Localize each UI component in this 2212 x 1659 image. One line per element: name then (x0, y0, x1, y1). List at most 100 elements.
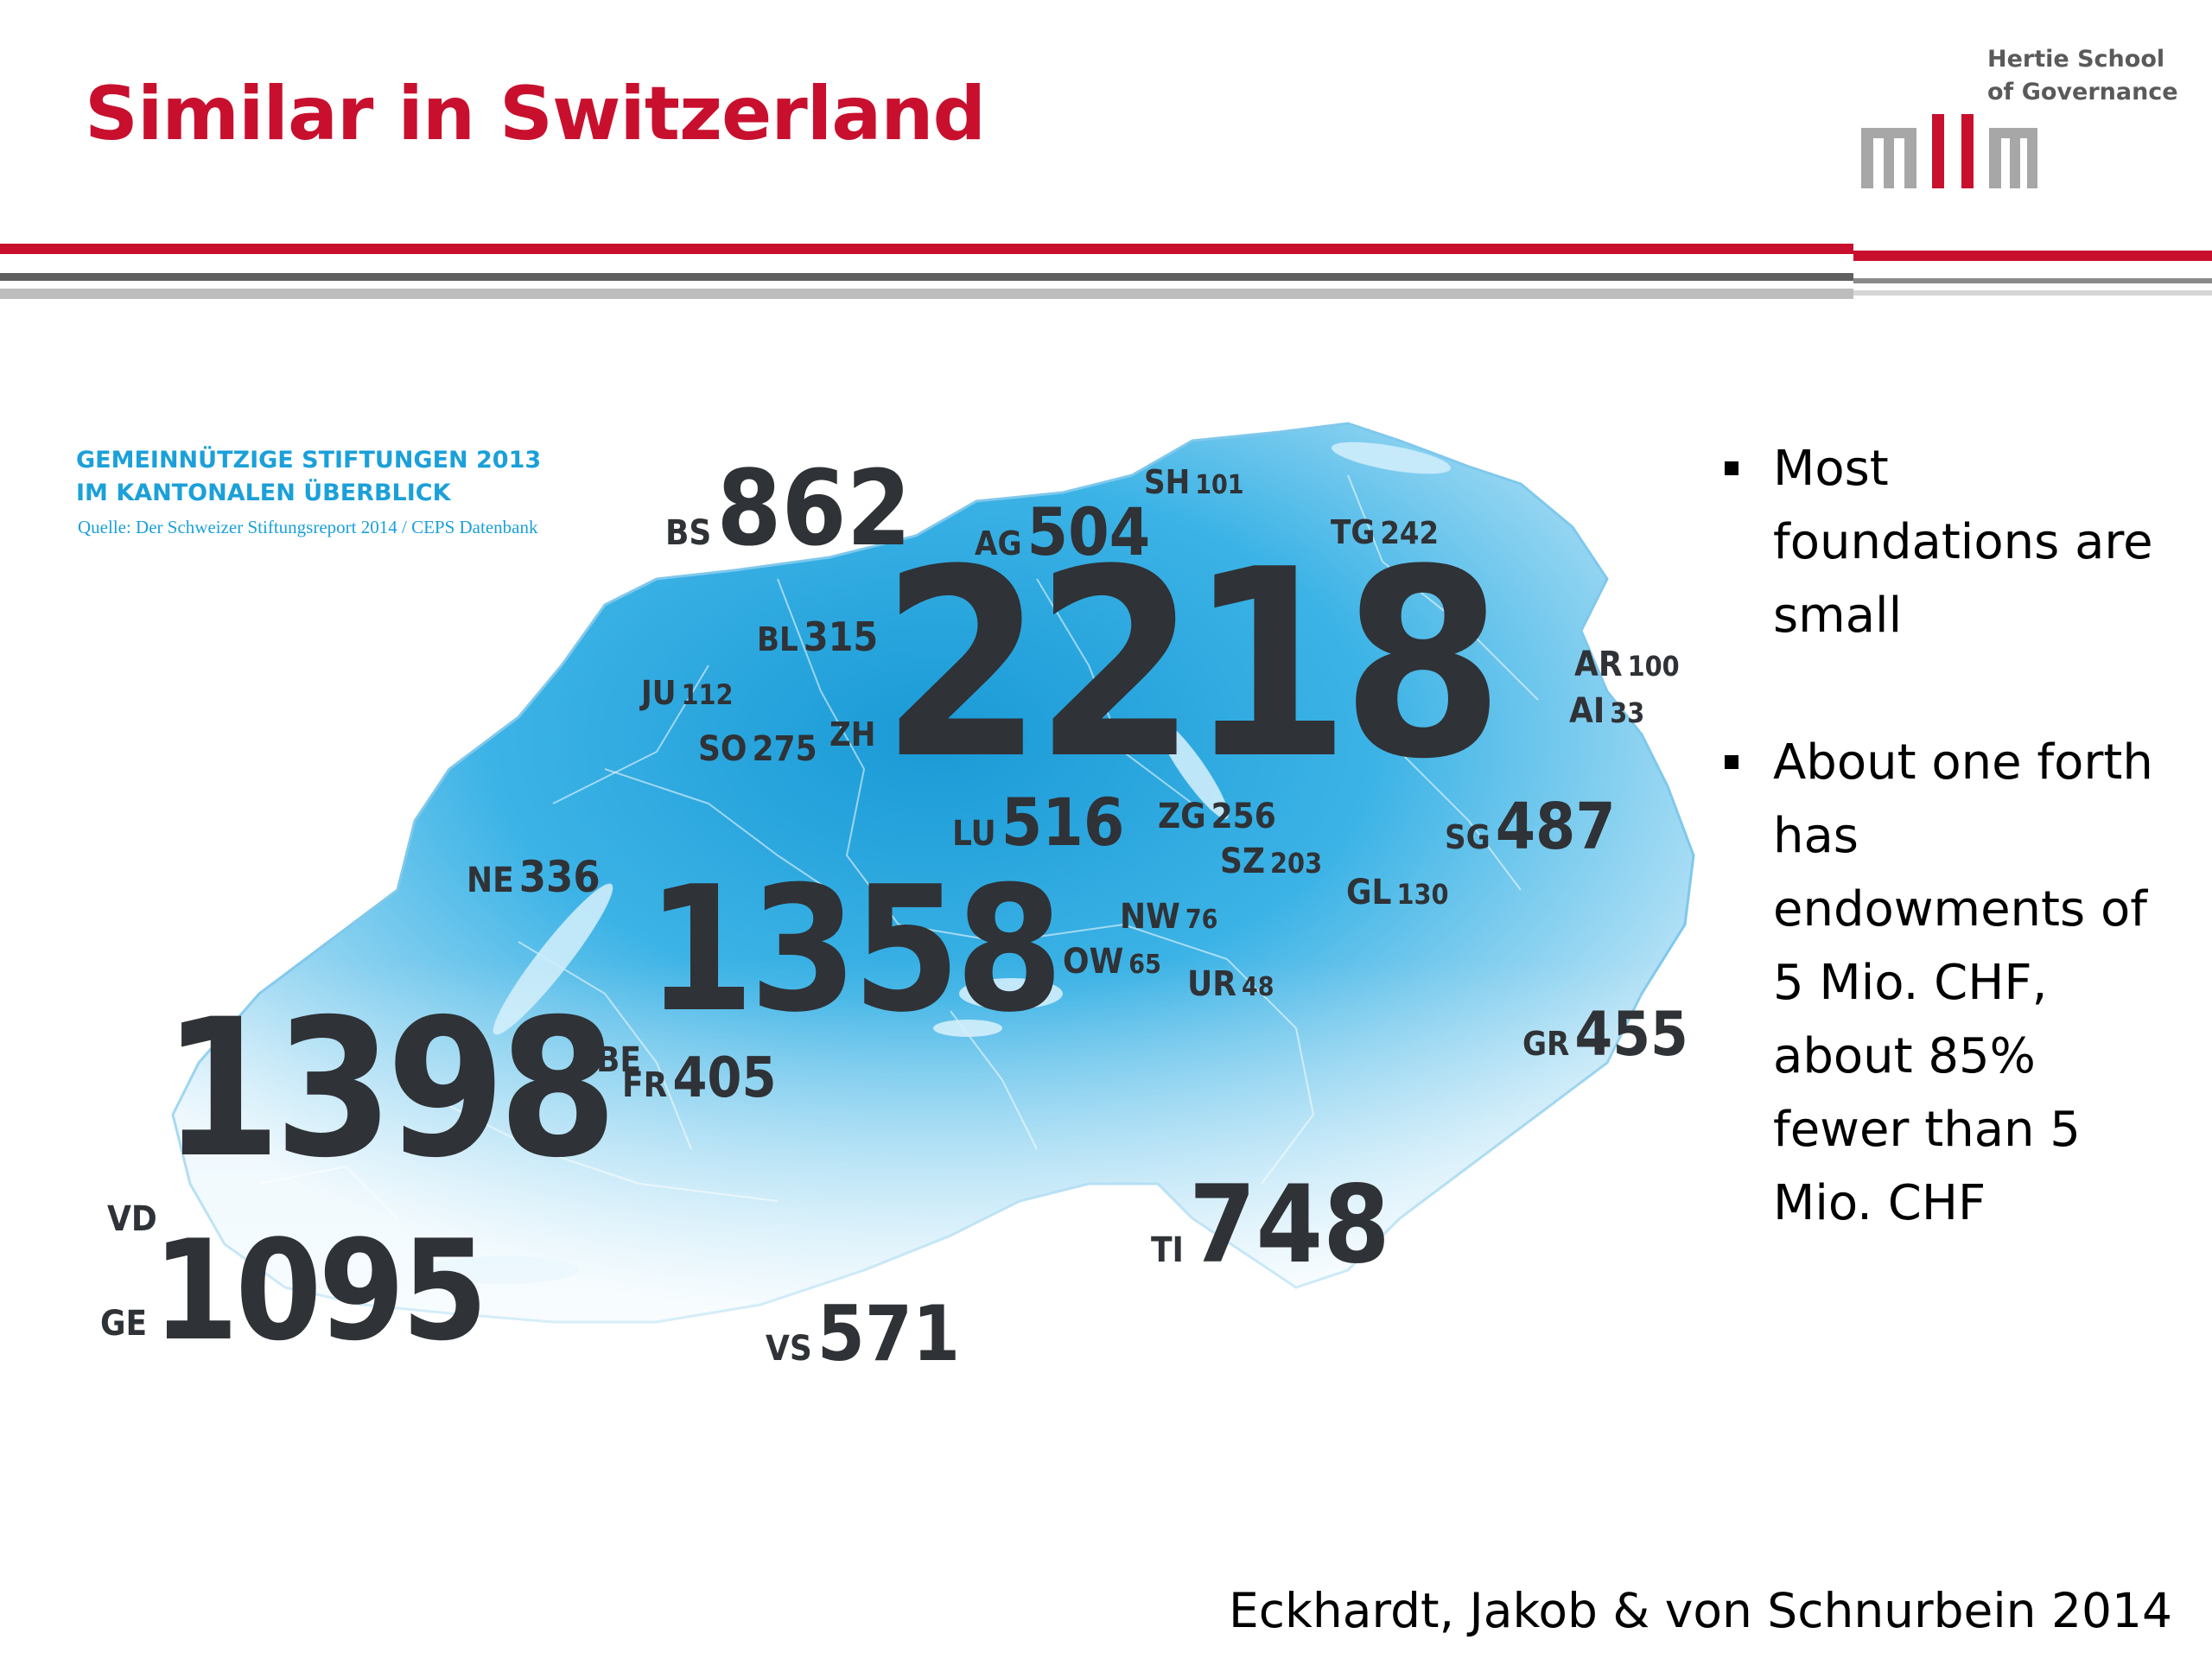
header-rule-light-gray (0, 289, 1853, 299)
canton-label-ur: UR 48 (1187, 964, 1274, 1004)
canton-value: 1095 (152, 1210, 488, 1371)
logo-line-2: of Governance (1987, 79, 2178, 105)
canton-label-be: BE1358 (596, 864, 1064, 1081)
canton-value: 405 (672, 1046, 777, 1110)
slide-title: Similar in Switzerland (85, 71, 986, 157)
canton-code: VD (107, 1199, 157, 1239)
canton-code: NE (467, 861, 514, 900)
canton-code: TG (1331, 513, 1376, 551)
canton-value: 487 (1495, 790, 1616, 864)
map-title: GEMEINNÜTZIGE STIFTUNGEN 2013 IM KANTONA… (76, 444, 541, 510)
header-rule-dark-gray (0, 273, 1853, 281)
bullet-item: About one forth has endowments of 5 Mio.… (1719, 726, 2169, 1240)
canton-label-ow: OW 65 (1063, 942, 1161, 982)
bullet-text: Most foundations are small (1773, 441, 2153, 644)
canton-label-sz: SZ 203 (1220, 842, 1322, 881)
canton-code: GE (100, 1304, 148, 1344)
canton-code: GL (1346, 873, 1392, 912)
canton-code: BL (757, 620, 798, 658)
canton-label-zh: ZH2218 (830, 536, 1504, 795)
bullet-marker (1725, 461, 1738, 475)
map-title-line-1: GEMEINNÜTZIGE STIFTUNGEN 2013 (76, 447, 542, 474)
bullet-item: Most foundations are small (1719, 432, 2169, 652)
canton-code: OW (1063, 942, 1124, 982)
canton-code: SH (1144, 463, 1191, 501)
canton-code: FR (622, 1065, 668, 1105)
canton-value: 1398 (162, 978, 618, 1199)
canton-label-sg: SG487 (1445, 795, 1616, 859)
canton-label-ar: AR 100 (1574, 645, 1680, 684)
canton-value: 76 (1185, 905, 1218, 935)
canton-value: 571 (817, 1289, 961, 1378)
canton-code: AG (975, 524, 1022, 563)
canton-code: GR (1522, 1025, 1570, 1063)
canton-label-bl: BL 315 (757, 613, 878, 660)
map-source: Quelle: Der Schweizer Stiftungsreport 20… (78, 517, 538, 537)
canton-value: 130 (1396, 878, 1449, 911)
canton-value: 203 (1270, 847, 1323, 880)
canton-label-so: SO 275 (698, 729, 817, 769)
canton-value: 256 (1211, 797, 1276, 836)
canton-value: 100 (1627, 650, 1680, 683)
bullet-marker (1725, 755, 1738, 769)
canton-label-ai: AI 33 (1569, 691, 1644, 731)
canton-value: 455 (1574, 999, 1688, 1070)
canton-value: 1358 (646, 849, 1064, 1051)
hertie-school-logo: Hertie School of Governance (1858, 43, 2178, 199)
header-rule-red (0, 244, 1853, 254)
canton-label-vd: VD1398 (107, 994, 618, 1239)
canton-label-vs: VS571 (766, 1296, 960, 1372)
canton-code: AR (1574, 645, 1623, 684)
canton-value: 315 (803, 613, 879, 660)
bullet-text: About one forth has endowments of 5 Mio.… (1773, 734, 2153, 1231)
canton-code: ZH (830, 715, 876, 753)
canton-value: 101 (1195, 470, 1244, 500)
canton-code: BE (596, 1040, 642, 1080)
logo-line-1: Hertie School (1987, 46, 2165, 73)
canton-label-zg: ZG 256 (1158, 797, 1276, 836)
header-rule-light-gray-end (1853, 290, 2212, 296)
canton-value: 242 (1380, 516, 1439, 551)
bullet-list: Most foundations are small About one for… (1719, 432, 2169, 1240)
canton-label-ju: JU 112 (641, 674, 734, 712)
canton-value: 112 (681, 678, 734, 711)
canton-code: VS (766, 1329, 812, 1369)
canton-code: TI (1151, 1230, 1184, 1270)
canton-label-bs: BS862 (665, 458, 912, 562)
canton-value: 748 (1188, 1163, 1390, 1287)
canton-code: LU (952, 814, 996, 854)
switzerland-foundations-map: GEMEINNÜTZIGE STIFTUNGEN 2013 IM KANTONA… (0, 406, 1728, 1408)
canton-label-fr: FR405 (622, 1051, 777, 1106)
canton-value: 504 (1027, 493, 1151, 570)
canton-value: 33 (1610, 696, 1645, 729)
canton-label-ag: AG504 (975, 499, 1150, 565)
canton-value: 48 (1241, 972, 1274, 1002)
canton-label-tg: TG 242 (1331, 513, 1439, 551)
header-rule-red-end (1853, 251, 2212, 261)
canton-label-lu: LU516 (952, 790, 1124, 855)
canton-label-ge: GE1095 (100, 1222, 488, 1360)
citation: Eckhardt, Jakob & von Schnurbein 2014 (1229, 1583, 2172, 1638)
canton-label-sh: SH 101 (1144, 463, 1244, 501)
canton-code: UR (1187, 964, 1236, 1004)
canton-value: 862 (716, 449, 912, 569)
canton-label-ti: TI748 (1151, 1172, 1390, 1279)
canton-value: 516 (1001, 784, 1125, 861)
canton-label-gl: GL 130 (1346, 873, 1449, 912)
canton-code: SO (698, 729, 747, 769)
canton-code: AI (1569, 691, 1605, 731)
canton-code: ZG (1158, 797, 1206, 836)
hertie-school-logo-icon (1861, 114, 2037, 188)
logo-text: Hertie School of Governance (1987, 43, 2178, 109)
canton-code: JU (641, 674, 677, 712)
canton-value: 336 (518, 852, 601, 902)
canton-value: 65 (1128, 950, 1161, 980)
canton-code: BS (665, 513, 712, 553)
canton-code: NW (1120, 897, 1180, 937)
canton-code: SG (1445, 818, 1491, 856)
canton-label-gr: GR455 (1522, 1004, 1688, 1065)
map-title-line-2: IM KANTONALEN ÜBERBLICK (76, 480, 451, 506)
canton-code: SZ (1220, 842, 1266, 881)
canton-label-ne: NE 336 (467, 852, 601, 902)
header-rule-dark-gray-end (1853, 278, 2212, 283)
